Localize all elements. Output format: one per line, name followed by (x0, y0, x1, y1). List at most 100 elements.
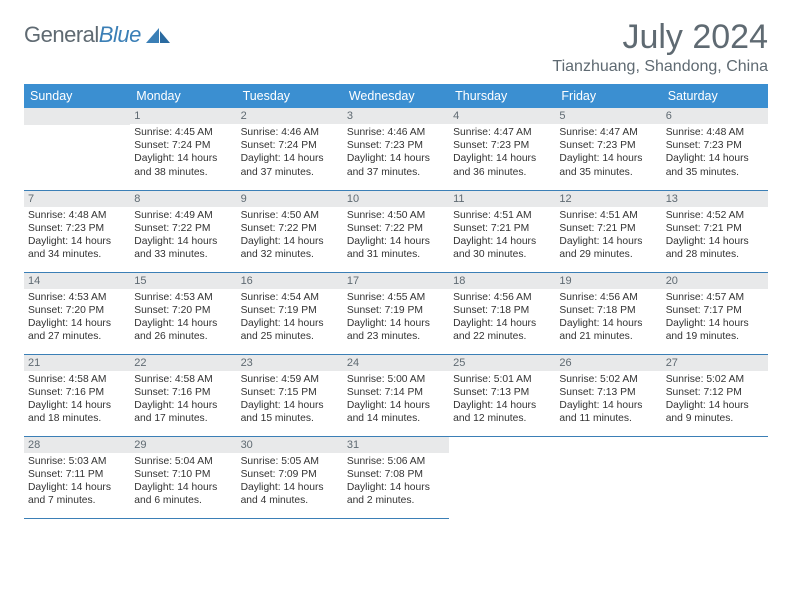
sunrise-line: Sunrise: 5:06 AM (347, 455, 445, 468)
calendar-cell: 21Sunrise: 4:58 AMSunset: 7:16 PMDayligh… (24, 354, 130, 436)
sunset-line: Sunset: 7:23 PM (453, 139, 551, 152)
day-number: 30 (237, 437, 343, 453)
daylight-line: Daylight: 14 hours and 37 minutes. (241, 152, 339, 178)
sunset-line: Sunset: 7:14 PM (347, 386, 445, 399)
daylight-line: Daylight: 14 hours and 27 minutes. (28, 317, 126, 343)
daylight-line: Daylight: 14 hours and 6 minutes. (134, 481, 232, 507)
calendar-row: 1Sunrise: 4:45 AMSunset: 7:24 PMDaylight… (24, 108, 768, 190)
sunrise-line: Sunrise: 5:00 AM (347, 373, 445, 386)
sunrise-line: Sunrise: 4:47 AM (453, 126, 551, 139)
calendar-cell: 19Sunrise: 4:56 AMSunset: 7:18 PMDayligh… (555, 272, 661, 354)
daylight-line: Daylight: 14 hours and 15 minutes. (241, 399, 339, 425)
day-number: 7 (24, 191, 130, 207)
sunrise-line: Sunrise: 5:02 AM (559, 373, 657, 386)
sunrise-line: Sunrise: 4:56 AM (453, 291, 551, 304)
calendar-cell (555, 436, 661, 518)
calendar-page: GeneralBlue July 2024 Tianzhuang, Shando… (0, 0, 792, 612)
calendar-row: 14Sunrise: 4:53 AMSunset: 7:20 PMDayligh… (24, 272, 768, 354)
sunset-line: Sunset: 7:18 PM (559, 304, 657, 317)
daylight-line: Daylight: 14 hours and 17 minutes. (134, 399, 232, 425)
sunset-line: Sunset: 7:22 PM (347, 222, 445, 235)
sunset-line: Sunset: 7:19 PM (347, 304, 445, 317)
calendar-cell: 17Sunrise: 4:55 AMSunset: 7:19 PMDayligh… (343, 272, 449, 354)
calendar-cell: 5Sunrise: 4:47 AMSunset: 7:23 PMDaylight… (555, 108, 661, 190)
daylight-line: Daylight: 14 hours and 18 minutes. (28, 399, 126, 425)
daylight-line: Daylight: 14 hours and 25 minutes. (241, 317, 339, 343)
daylight-line: Daylight: 14 hours and 28 minutes. (666, 235, 764, 261)
day-number: 10 (343, 191, 449, 207)
calendar-cell: 30Sunrise: 5:05 AMSunset: 7:09 PMDayligh… (237, 436, 343, 518)
sunrise-line: Sunrise: 4:48 AM (28, 209, 126, 222)
day-number: 26 (555, 355, 661, 371)
empty-day-bar (24, 108, 130, 125)
calendar-cell: 28Sunrise: 5:03 AMSunset: 7:11 PMDayligh… (24, 436, 130, 518)
day-number: 19 (555, 273, 661, 289)
sunrise-line: Sunrise: 4:52 AM (666, 209, 764, 222)
calendar-cell: 20Sunrise: 4:57 AMSunset: 7:17 PMDayligh… (662, 272, 768, 354)
day-number: 12 (555, 191, 661, 207)
calendar-cell: 13Sunrise: 4:52 AMSunset: 7:21 PMDayligh… (662, 190, 768, 272)
day-number: 31 (343, 437, 449, 453)
day-number: 6 (662, 108, 768, 124)
weekday-header: Wednesday (343, 84, 449, 108)
calendar-row: 28Sunrise: 5:03 AMSunset: 7:11 PMDayligh… (24, 436, 768, 518)
brand-name: GeneralBlue (24, 22, 141, 48)
sunrise-line: Sunrise: 4:53 AM (28, 291, 126, 304)
calendar-row: 7 Sunrise: 4:48 AMSunset: 7:23 PM Daylight… (24, 190, 768, 272)
day-number: 8 (130, 191, 236, 207)
sunrise-line: Sunrise: 4:57 AM (666, 291, 764, 304)
page-header: GeneralBlue July 2024 Tianzhuang, Shando… (24, 18, 768, 76)
weekday-header: Friday (555, 84, 661, 108)
sunset-line: Sunset: 7:23 PM (666, 139, 764, 152)
calendar-cell: 18Sunrise: 4:56 AMSunset: 7:18 PMDayligh… (449, 272, 555, 354)
weekday-header: Tuesday (237, 84, 343, 108)
daylight-line: Daylight: 14 hours and 29 minutes. (559, 235, 657, 261)
calendar-cell: 12Sunrise: 4:51 AMSunset: 7:21 PMDayligh… (555, 190, 661, 272)
day-number: 29 (130, 437, 236, 453)
sunrise-line: Sunrise: 5:02 AM (666, 373, 764, 386)
sunrise-line: Sunrise: 5:03 AM (28, 455, 126, 468)
calendar-cell: 16Sunrise: 4:54 AMSunset: 7:19 PMDayligh… (237, 272, 343, 354)
calendar-cell: 2Sunrise: 4:46 AMSunset: 7:24 PMDaylight… (237, 108, 343, 190)
brand-sail-icon (145, 26, 171, 44)
sunrise-line: Sunrise: 4:46 AM (347, 126, 445, 139)
calendar-cell: 3Sunrise: 4:46 AMSunset: 7:23 PMDaylight… (343, 108, 449, 190)
sunrise-line: Sunrise: 4:49 AM (134, 209, 232, 222)
day-number: 9 (237, 191, 343, 207)
sunrise-line: Sunrise: 5:05 AM (241, 455, 339, 468)
sunrise-line: Sunrise: 4:58 AM (134, 373, 232, 386)
sunset-line: Sunset: 7:23 PM (28, 222, 126, 235)
sunset-line: Sunset: 7:22 PM (134, 222, 232, 235)
day-number: 16 (237, 273, 343, 289)
daylight-line: Daylight: 14 hours and 32 minutes. (241, 235, 339, 261)
sunset-line: Sunset: 7:23 PM (347, 139, 445, 152)
daylight-line: Daylight: 14 hours and 9 minutes. (666, 399, 764, 425)
calendar-table: SundayMondayTuesdayWednesdayThursdayFrid… (24, 84, 768, 519)
daylight-line: Daylight: 14 hours and 21 minutes. (559, 317, 657, 343)
day-number: 27 (662, 355, 768, 371)
day-number: 1 (130, 108, 236, 124)
sunset-line: Sunset: 7:11 PM (28, 468, 126, 481)
calendar-cell (24, 108, 130, 190)
sunset-line: Sunset: 7:19 PM (241, 304, 339, 317)
sunset-line: Sunset: 7:16 PM (134, 386, 232, 399)
sunset-line: Sunset: 7:13 PM (559, 386, 657, 399)
sunset-line: Sunset: 7:21 PM (453, 222, 551, 235)
weekday-header: Monday (130, 84, 236, 108)
brand-logo: GeneralBlue (24, 18, 171, 48)
sunset-line: Sunset: 7:24 PM (134, 139, 232, 152)
daylight-line: Daylight: 14 hours and 14 minutes. (347, 399, 445, 425)
weekday-row: SundayMondayTuesdayWednesdayThursdayFrid… (24, 84, 768, 108)
day-number: 18 (449, 273, 555, 289)
sunset-line: Sunset: 7:23 PM (559, 139, 657, 152)
daylight-line: Daylight: 14 hours and 2 minutes. (347, 481, 445, 507)
day-number: 4 (449, 108, 555, 124)
calendar-row: 21Sunrise: 4:58 AMSunset: 7:16 PMDayligh… (24, 354, 768, 436)
sunset-line: Sunset: 7:20 PM (28, 304, 126, 317)
title-block: July 2024 Tianzhuang, Shandong, China (552, 18, 768, 76)
daylight-line: Daylight: 14 hours and 38 minutes. (134, 152, 232, 178)
day-number: 21 (24, 355, 130, 371)
calendar-head: SundayMondayTuesdayWednesdayThursdayFrid… (24, 84, 768, 108)
calendar-cell: 4Sunrise: 4:47 AMSunset: 7:23 PMDaylight… (449, 108, 555, 190)
sunrise-line: Sunrise: 5:01 AM (453, 373, 551, 386)
